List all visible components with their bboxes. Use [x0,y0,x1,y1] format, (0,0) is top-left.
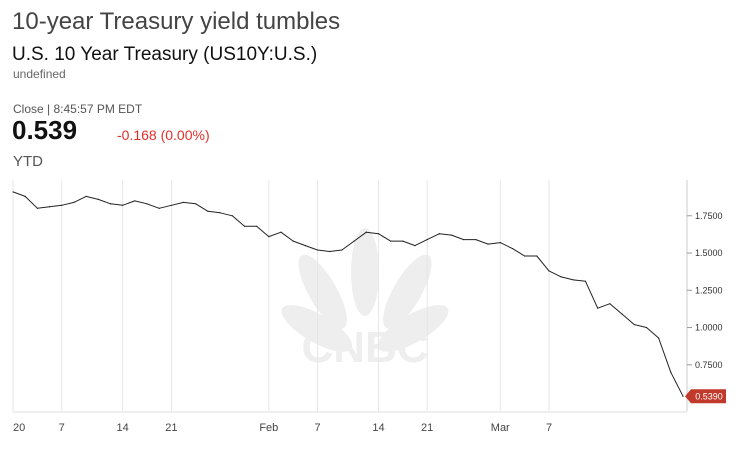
y-tick-label: 1.2500 [695,285,723,295]
data-point [463,239,465,241]
data-point [499,241,501,244]
data-point [146,203,148,205]
last-value-badge: 0.5390 [685,389,726,404]
data-point [645,326,648,329]
data-point [195,203,197,205]
data-point [182,201,185,203]
data-point [402,240,404,242]
data-point [524,255,526,257]
data-point [170,204,172,206]
series [12,191,684,397]
data-point [24,195,26,197]
x-tick-label: 21 [421,422,433,434]
data-point [426,239,428,241]
data-point [48,206,51,208]
data-point [511,247,514,250]
price-change: -0.168 (0.00%) [117,127,210,143]
data-point [658,337,660,339]
data-point [633,323,635,326]
data-point [61,204,63,206]
y-axis: 0.7500 1.0000 1.2500 1.5000 1.7500 [686,180,723,411]
y-tick-label: 1.0000 [695,323,723,333]
data-point [304,244,306,247]
yield-line [12,191,684,397]
data-point [365,231,367,233]
data-point [438,233,440,235]
data-point [572,279,574,281]
data-point [353,240,355,242]
x-axis: 20 7 14 21 Feb 7 14 21 Mar 7 [13,411,687,434]
data-point [316,249,319,251]
x-tick-label: 7 [314,422,320,434]
data-point [414,244,416,247]
headline: 10-year Treasury yield tumbles [12,8,341,35]
data-point [548,270,550,272]
data-point [329,250,331,253]
last-price: 0.539 [12,115,78,145]
last-value-label: 0.5390 [695,392,723,402]
security-subtitle: undefined [13,67,66,81]
x-tick-label: 14 [117,422,129,434]
x-tick-label: 7 [546,422,552,434]
data-point [73,201,75,203]
data-point [597,307,599,309]
data-point [134,200,136,202]
watermark-text: CNBC [301,323,428,372]
range-label[interactable]: YTD [13,153,43,170]
x-tick-label: 7 [59,422,65,434]
close-time-label: Close | 8:45:57 PM EDT [13,102,143,116]
data-point [584,280,587,282]
data-point [536,255,538,257]
data-point [85,195,87,197]
y-tick-label: 1.7500 [695,211,723,221]
data-point [243,225,246,227]
data-point [487,243,489,245]
data-point [122,204,124,206]
data-point [219,212,221,214]
data-point [341,249,343,251]
data-point [609,303,611,305]
y-tick-label: 1.5000 [695,248,723,258]
data-point [207,210,209,212]
data-point [670,371,672,373]
data-point [450,234,453,236]
y-tick-label: 0.7500 [695,360,723,370]
data-point [280,231,282,233]
data-point [36,207,38,209]
x-tick-label: Mar [491,422,510,434]
data-point [12,191,14,193]
data-point [256,225,258,227]
x-tick-label: 20 [13,422,25,434]
data-point [390,240,392,242]
chart-grid [12,180,550,411]
cnbc-watermark: CNBC [281,228,449,372]
x-tick-label: 21 [165,422,177,434]
last-value-badge-shape [685,389,726,404]
data-point [158,207,160,209]
data-point [268,236,270,238]
data-point [231,215,233,217]
security-name[interactable]: U.S. 10 Year Treasury (US10Y:U.S.) [12,44,318,65]
x-tick-label: Feb [259,422,278,434]
x-tick-label: 14 [372,422,384,434]
data-point [682,395,684,397]
data-point [475,239,477,241]
data-point [560,276,562,278]
data-point [292,240,294,242]
data-point [109,203,112,205]
data-point [621,313,623,315]
data-point [377,233,380,235]
data-point [97,198,99,200]
